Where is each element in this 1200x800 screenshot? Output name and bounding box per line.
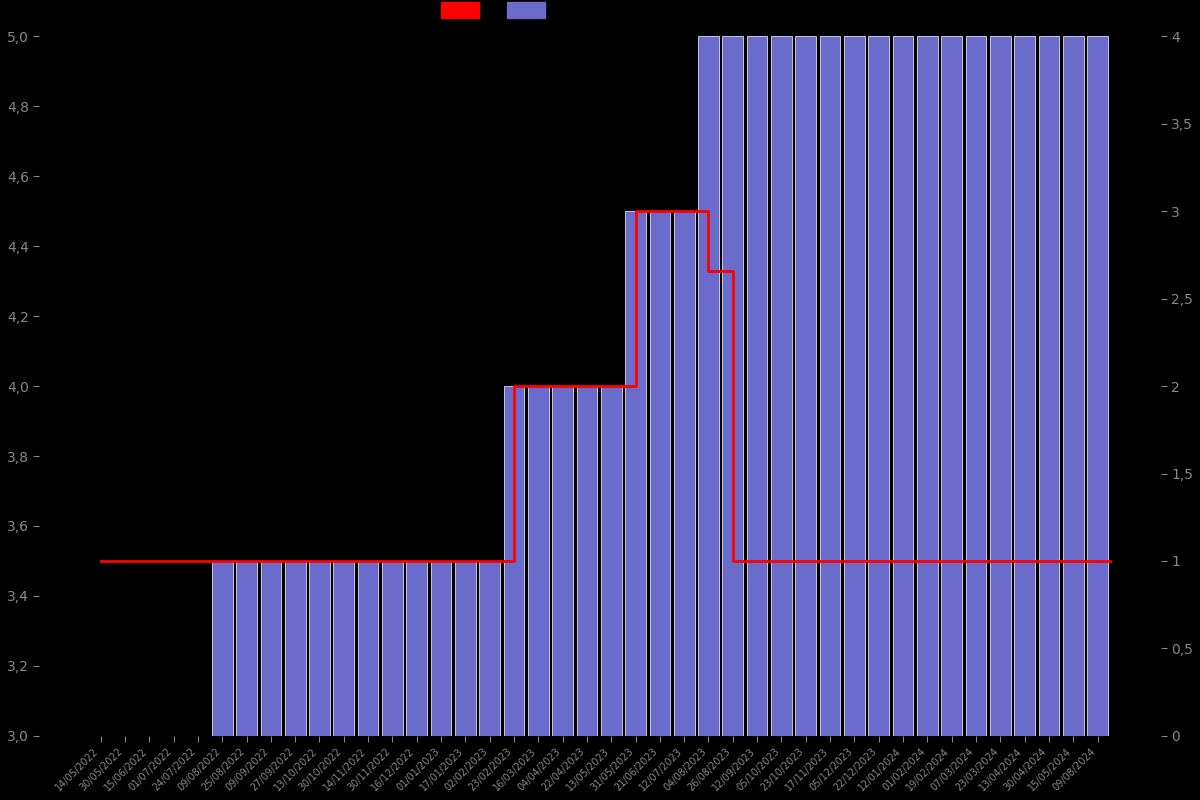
Bar <box>796 36 816 736</box>
Bar <box>722 36 743 736</box>
Bar <box>528 386 548 736</box>
Bar <box>334 561 354 736</box>
Bar <box>917 36 937 736</box>
Bar <box>844 36 865 736</box>
Bar <box>698 36 719 736</box>
Bar <box>820 36 840 736</box>
Bar <box>284 561 306 736</box>
Bar <box>407 561 427 736</box>
Bar <box>576 386 598 736</box>
Bar <box>746 36 768 736</box>
Bar <box>1014 36 1034 736</box>
Bar <box>310 561 330 736</box>
Bar <box>772 36 792 736</box>
Bar <box>1063 36 1084 736</box>
Bar <box>260 561 281 736</box>
Bar <box>601 386 622 736</box>
Bar <box>625 211 646 736</box>
Bar <box>455 561 475 736</box>
Bar <box>358 561 378 736</box>
Bar <box>236 561 257 736</box>
Bar <box>1038 36 1060 736</box>
Bar <box>431 561 451 736</box>
Bar <box>966 36 986 736</box>
Bar <box>382 561 403 736</box>
Bar <box>504 386 524 736</box>
Legend: , : , <box>442 2 557 18</box>
Bar <box>552 386 572 736</box>
Bar <box>869 36 889 736</box>
Bar <box>1087 36 1108 736</box>
Bar <box>649 211 671 736</box>
Bar <box>893 36 913 736</box>
Bar <box>990 36 1010 736</box>
Bar <box>479 561 500 736</box>
Bar <box>674 211 695 736</box>
Bar <box>941 36 962 736</box>
Bar <box>212 561 233 736</box>
